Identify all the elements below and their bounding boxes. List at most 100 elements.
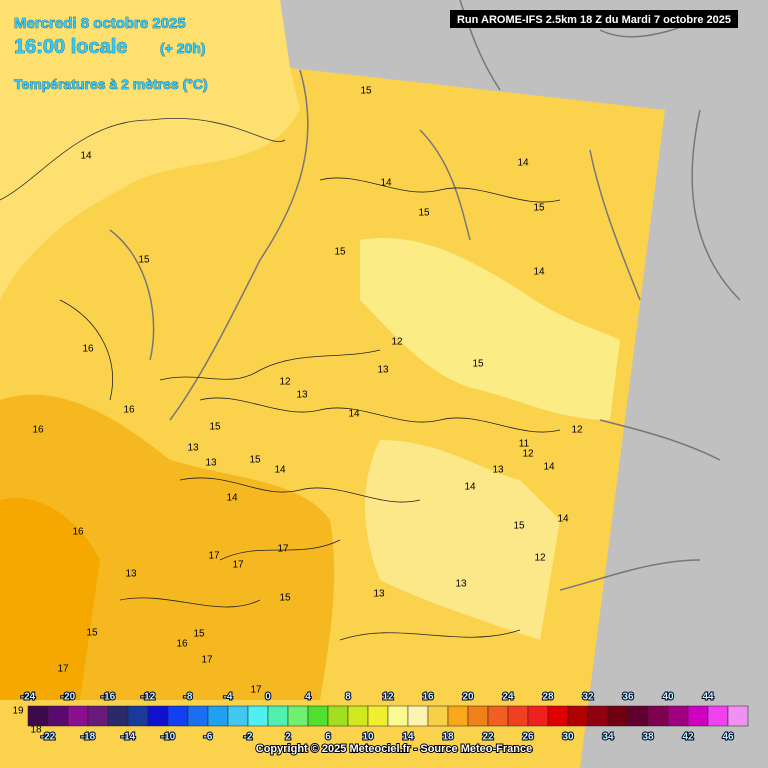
legend-swatch — [487, 705, 509, 727]
legend-swatch — [527, 705, 549, 727]
legend-label: 28 — [542, 692, 554, 703]
contour-label: 14 — [348, 409, 360, 420]
legend-label: 4 — [305, 692, 311, 703]
contour-label: 11 — [519, 439, 530, 450]
legend-label: 32 — [582, 692, 594, 703]
legend-swatch — [87, 705, 109, 727]
contour-label: 14 — [543, 462, 555, 473]
contour-label: 12 — [571, 425, 583, 436]
contour-label: 14 — [80, 151, 92, 162]
field: Températures à 2 mètres (°C) — [14, 76, 208, 92]
contour-label: 16 — [82, 344, 94, 355]
contour-label: 14 — [274, 465, 286, 476]
contour-label: 12 — [279, 377, 291, 388]
warm-area — [360, 238, 620, 420]
contour-label: 17 — [57, 664, 69, 675]
run-info: Run AROME-IFS 2.5km 18 Z du Mardi 7 octo… — [457, 14, 731, 26]
contour-label: 17 — [277, 544, 289, 555]
legend-label: -8 — [184, 692, 193, 703]
legend-label: -2 — [244, 732, 253, 743]
legend-swatch — [587, 705, 609, 727]
legend-label: 34 — [602, 732, 614, 743]
contour-label: 13 — [373, 589, 385, 600]
legend-swatch — [167, 705, 189, 727]
contour-label: 17 — [232, 560, 244, 571]
legend-label: -24 — [21, 692, 36, 703]
hot-area — [0, 498, 100, 700]
legend-label: -14 — [121, 732, 136, 743]
legend-swatch — [127, 705, 149, 727]
contour-label: 15 — [513, 521, 525, 532]
contour — [59, 177, 561, 641]
contour-label: 17 — [208, 551, 220, 562]
legend-swatch — [287, 705, 309, 727]
contour-label: 13 — [205, 458, 217, 469]
contour-label: 18 — [30, 725, 42, 736]
contour-label: 15 — [360, 86, 372, 97]
date: Mercredi 8 octobre 2025 — [14, 15, 186, 32]
legend-label: 2 — [285, 732, 291, 743]
legend-swatch — [547, 705, 569, 727]
legend-label: 14 — [402, 732, 414, 743]
contour-label: 15 — [279, 593, 291, 604]
contour-label: 13 — [187, 443, 199, 454]
contour-label: 13 — [377, 365, 389, 376]
legend-swatch — [647, 705, 669, 727]
legend-swatch — [47, 705, 69, 727]
legend-swatch — [627, 705, 649, 727]
legend-label: -22 — [41, 732, 56, 743]
legend-swatch — [367, 705, 389, 727]
legend-label: 0 — [265, 692, 271, 703]
contour-label: 14 — [557, 514, 569, 525]
legend-label: 40 — [662, 692, 674, 703]
legend-swatch — [347, 705, 369, 727]
contour-label: 15 — [193, 629, 205, 640]
sea-area — [0, 0, 300, 300]
legend-swatch — [307, 705, 329, 727]
warm-area — [365, 440, 560, 640]
legend-swatch — [207, 705, 229, 727]
time: 16:00 locale — [14, 36, 127, 58]
legend-swatch — [607, 705, 629, 727]
contour-label: 15 — [418, 208, 430, 219]
legend-label: 18 — [442, 732, 454, 743]
legend-swatch — [227, 705, 249, 727]
legend-swatch — [567, 705, 589, 727]
legend-swatch — [507, 705, 529, 727]
legend-swatch — [67, 705, 89, 727]
legend-swatch — [267, 705, 289, 727]
legend-swatch — [187, 705, 209, 727]
legend-swatch — [447, 705, 469, 727]
contour-label: 15 — [209, 422, 221, 433]
legend-label: 44 — [702, 692, 714, 703]
contour-label: 17 — [250, 685, 262, 696]
legend-swatch — [687, 705, 709, 727]
legend-label: -20 — [61, 692, 76, 703]
legend-label: 24 — [502, 692, 514, 703]
contour-label: 14 — [226, 493, 238, 504]
legend-swatch — [27, 705, 49, 727]
contour-label: 14 — [464, 482, 476, 493]
legend-label: -10 — [161, 732, 176, 743]
contour-label: 16 — [123, 405, 135, 416]
legend-label: 36 — [622, 692, 634, 703]
contour-label: 15 — [249, 455, 261, 466]
contour-label: 13 — [455, 579, 467, 590]
legend-label: -6 — [204, 732, 213, 743]
contour-label: 19 — [12, 706, 24, 717]
contour-label: 15 — [334, 247, 346, 258]
legend-label: 16 — [422, 692, 434, 703]
legend-swatch — [107, 705, 129, 727]
legend-label: 26 — [522, 732, 534, 743]
legend-label: 6 — [325, 732, 331, 743]
contour-label: 13 — [296, 390, 308, 401]
legend-swatch — [467, 705, 489, 727]
legend-label: 38 — [642, 732, 654, 743]
contour-label: 15 — [86, 628, 98, 639]
legend-label: 30 — [562, 732, 574, 743]
legend-label: 46 — [722, 732, 734, 743]
contour-label: 15 — [533, 203, 545, 214]
legend-swatch — [667, 705, 689, 727]
copyright: Copyright © 2025 Meteociel.fr - Source M… — [256, 743, 532, 755]
